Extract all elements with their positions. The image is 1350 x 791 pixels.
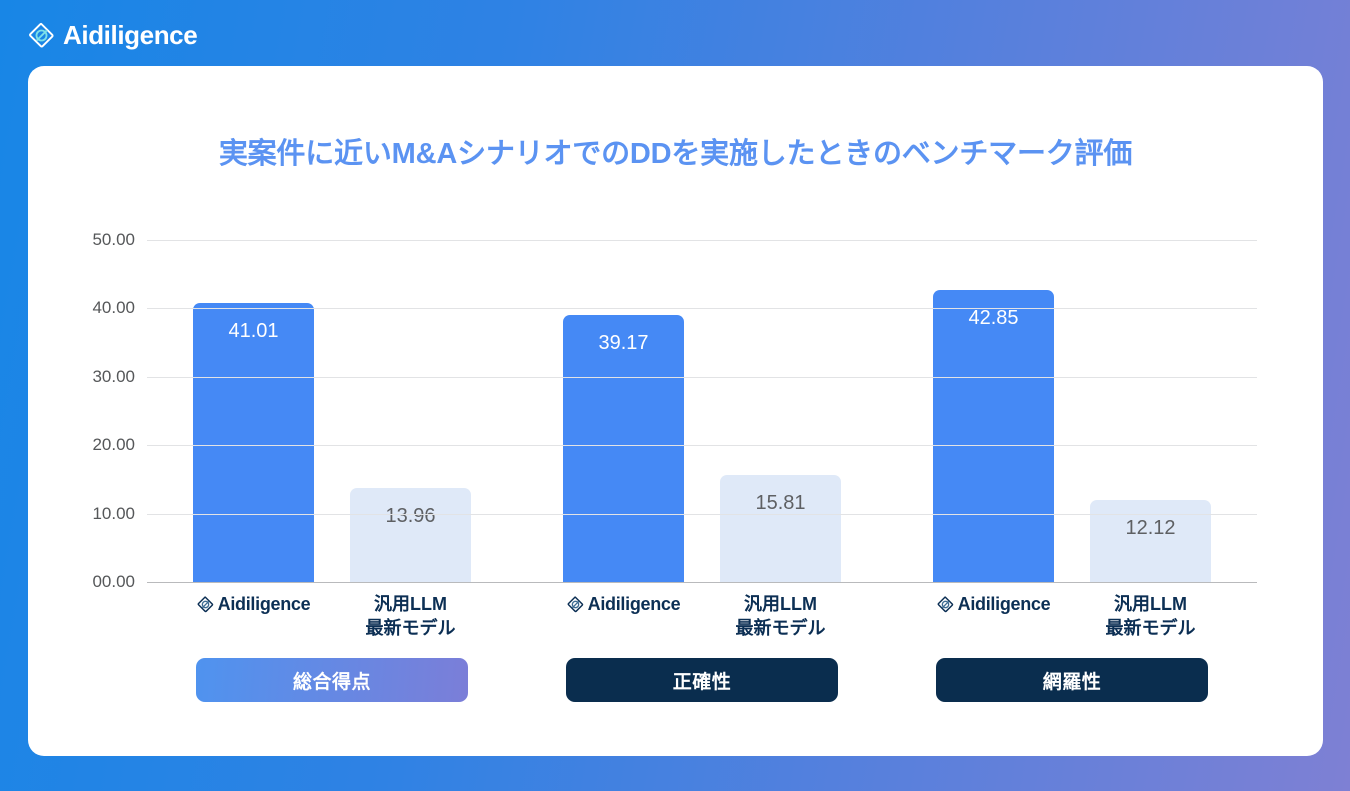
x-axis-tick-label-line2: 最新モデル	[365, 618, 456, 639]
x-axis-label-group: Aidiligence 汎用LLM 最新モデル	[517, 592, 887, 641]
x-axis-tick-label-line1: 汎用LLM	[374, 594, 447, 614]
aidiligence-diamond-icon	[197, 596, 213, 612]
x-axis-tick-label: 汎用LLM 最新モデル	[350, 592, 471, 641]
x-axis-tick-label: 汎用LLM 最新モデル	[720, 592, 841, 641]
bar-value-label: 39.17	[598, 332, 649, 355]
category-pills: 総合得点 正確性 網羅性	[147, 658, 1257, 702]
gridline: 30.00	[92, 367, 1257, 386]
bar-group-bars: 41.01 13.96	[147, 241, 517, 583]
x-axis-tick-label: Aidiligence	[933, 592, 1054, 641]
gridline: 40.00	[92, 298, 1257, 317]
bar-group-bars: 39.17 15.81	[517, 241, 887, 583]
bar-group-bars: 42.85 12.12	[887, 241, 1257, 583]
x-axis-tick-label-line1: 汎用LLM	[744, 594, 817, 614]
y-axis-tick-label: 50.00	[92, 230, 135, 249]
x-axis-tick-label-line2: 最新モデル	[1105, 618, 1196, 639]
gridline: 10.00	[92, 504, 1257, 523]
category-pill-1[interactable]: 総合得点	[196, 658, 468, 702]
brand-header: Aidiligence	[28, 16, 198, 54]
gridline: 50.00	[92, 230, 1257, 249]
x-axis-tick-label-line2: 最新モデル	[735, 618, 826, 639]
bar[interactable]: 13.96	[350, 487, 471, 583]
y-axis-tick-label: 40.00	[92, 298, 135, 318]
gridline: 20.00	[92, 435, 1257, 454]
bar-group: 39.17 15.81	[517, 241, 887, 583]
x-axis-tick-label: Aidiligence	[563, 592, 684, 641]
bar[interactable]: 39.17	[563, 315, 684, 583]
x-axis-labels: Aidiligence 汎用LLM 最新モデル Aidiligence 汎用LLM 最新…	[147, 592, 1257, 641]
bar-value-label: 42.85	[968, 306, 1019, 329]
bar[interactable]: 15.81	[720, 474, 841, 583]
category-pill-3[interactable]: 網羅性	[936, 658, 1208, 702]
y-axis-tick-label: 30.00	[92, 366, 135, 386]
y-axis-tick-label: 10.00	[92, 503, 135, 523]
plot-area: 41.01 13.96 39.17 15.81 42.85 12.12 50.00 40.0…	[92, 230, 1257, 591]
bar[interactable]: 12.12	[1090, 500, 1211, 583]
bar-value-label: 12.12	[1125, 517, 1176, 540]
x-axis-tick-label-brand: Aidiligence	[587, 594, 681, 614]
category-pill-slot: 正確性	[517, 658, 887, 702]
x-axis-tick-label: 汎用LLM 最新モデル	[1090, 592, 1211, 641]
axis-baseline: 00.00	[92, 572, 1257, 591]
x-axis-label-group: Aidiligence 汎用LLM 最新モデル	[887, 592, 1257, 641]
y-axis-tick-label: 20.00	[92, 435, 135, 455]
y-axis-tick-label: 00.00	[92, 572, 135, 591]
chart-card: 実案件に近いM&AシナリオでのDDを実施したときのベンチマーク評価 41.01 1…	[28, 66, 1323, 756]
bar-groups: 41.01 13.96 39.17 15.81 42.85 12.12	[147, 241, 1257, 583]
aidiligence-diamond-icon	[937, 596, 953, 612]
brand-name: Aidiligence	[63, 20, 198, 50]
bar-group: 42.85 12.12	[887, 241, 1257, 583]
bar[interactable]: 42.85	[933, 289, 1054, 583]
aidiligence-diamond-icon	[29, 22, 54, 48]
bar-value-label: 13.96	[385, 504, 436, 527]
chart-title: 実案件に近いM&AシナリオでのDDを実施したときのベンチマーク評価	[218, 138, 1133, 170]
category-pill-slot: 総合得点	[147, 658, 517, 702]
bar-value-label: 41.01	[228, 319, 279, 342]
x-axis-tick-label-brand: Aidiligence	[217, 594, 311, 614]
x-axis-tick-label: Aidiligence	[193, 592, 314, 641]
bar-value-label: 15.81	[755, 491, 806, 514]
aidiligence-diamond-icon	[567, 596, 583, 612]
category-pill-slot: 網羅性	[887, 658, 1257, 702]
bar[interactable]: 41.01	[193, 302, 314, 583]
x-axis-tick-label-brand: Aidiligence	[957, 594, 1051, 614]
x-axis-tick-label-line1: 汎用LLM	[1114, 594, 1187, 614]
x-axis-label-group: Aidiligence 汎用LLM 最新モデル	[147, 592, 517, 641]
category-pill-2[interactable]: 正確性	[566, 658, 838, 702]
bar-group: 41.01 13.96	[147, 241, 517, 583]
